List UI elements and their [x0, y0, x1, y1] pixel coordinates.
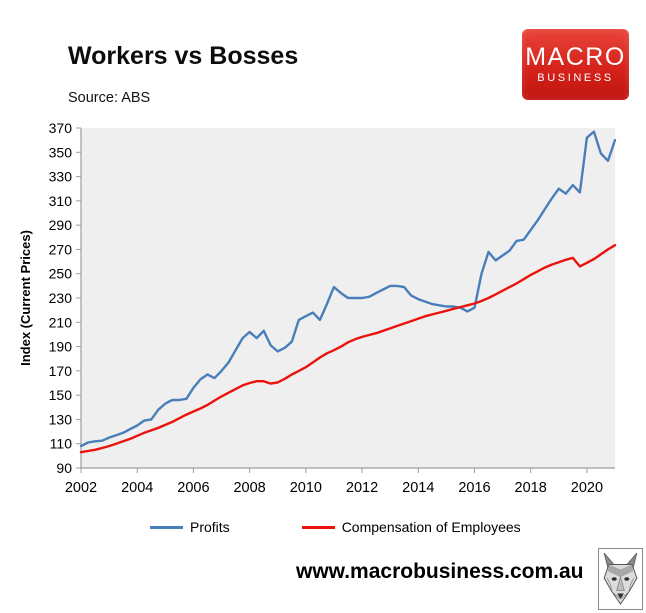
logo-text-business: BUSINESS	[537, 72, 614, 84]
compensation-line-swatch-icon	[301, 525, 335, 529]
y-axis-title: Index (Current Prices)	[18, 230, 33, 366]
chart-title: Workers vs Bosses	[68, 42, 299, 70]
y-tick-label: 350	[49, 144, 73, 160]
y-tick-label: 110	[50, 436, 73, 452]
legend-label-compensation: Compensation of Employees	[341, 519, 521, 535]
y-tick-label: 210	[49, 314, 73, 330]
x-tick-label: 2002	[65, 480, 97, 496]
macrobusiness-logo: MACRO BUSINESS	[522, 29, 629, 100]
y-tick-label: 250	[49, 266, 73, 282]
profits-line	[79, 130, 617, 448]
legend-label-profits: Profits	[190, 519, 230, 535]
x-tick-label: 2006	[177, 480, 209, 496]
website-url: www.macrobusiness.com.au	[296, 560, 584, 583]
y-tick-label: 230	[49, 290, 73, 306]
chart-legend: Profits Compensation of Employees	[150, 519, 521, 535]
compensation-line	[79, 243, 617, 454]
legend-item-profits: Profits	[150, 519, 230, 535]
y-tick-label: 150	[49, 387, 73, 403]
source-label: Source: ABS	[68, 90, 151, 106]
x-tick-label: 2016	[458, 480, 490, 496]
x-tick-label: 2010	[290, 480, 322, 496]
wolf-head-icon	[603, 552, 638, 605]
line-chart: 90 110 130 150 170 190 210 230 250 270 290 310 330 35…	[18, 120, 617, 496]
y-tick-label: 190	[49, 339, 73, 355]
y-tick-label: 90	[56, 460, 72, 476]
x-tick-label: 2018	[515, 480, 547, 496]
x-tick-label: 2004	[121, 480, 153, 496]
y-tick-label: 370	[49, 120, 73, 136]
profits-line-swatch-icon	[150, 525, 183, 529]
logo-text-macro: MACRO	[525, 43, 626, 71]
y-tick-label: 330	[49, 169, 73, 185]
legend-item-compensation: Compensation of Employees	[301, 519, 521, 535]
y-tick-label: 270	[49, 241, 73, 257]
x-tick-label: 2008	[233, 480, 265, 496]
wolf-logo-frame	[598, 548, 643, 610]
x-tick-label: 2012	[346, 480, 378, 496]
y-tick-label: 170	[49, 363, 73, 379]
x-tick-label: 2014	[402, 480, 434, 496]
y-tick-label: 310	[49, 193, 73, 209]
y-tick-label: 130	[49, 411, 73, 427]
x-tick-label: 2020	[571, 480, 603, 496]
y-tick-label: 290	[49, 217, 73, 233]
